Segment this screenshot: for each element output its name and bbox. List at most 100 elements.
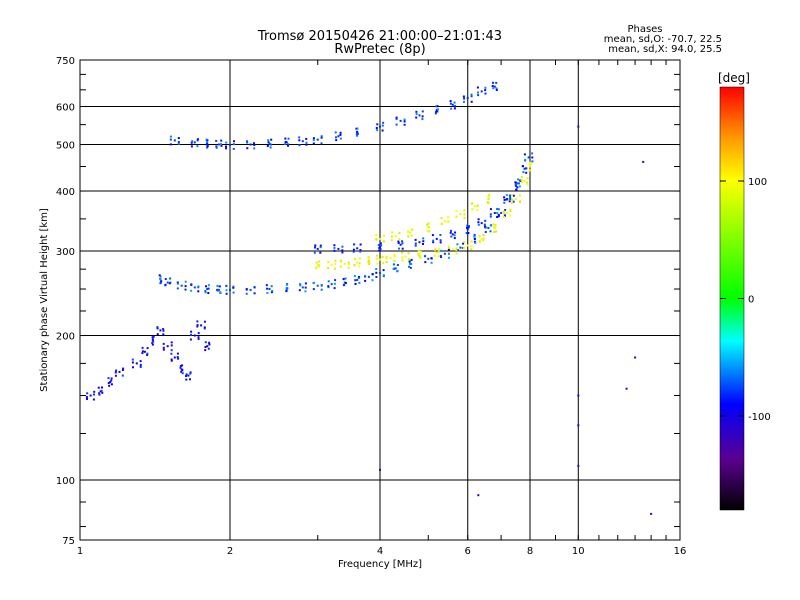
- data-point: [156, 327, 159, 330]
- data-point: [131, 361, 134, 364]
- data-point: [463, 241, 466, 243]
- data-point: [319, 246, 322, 249]
- chart-subtitle: RwPretec (8p): [334, 42, 425, 57]
- data-point: [169, 277, 172, 280]
- data-point: [266, 287, 269, 290]
- data-point: [121, 374, 124, 377]
- data-point: [89, 394, 92, 397]
- data-point: [524, 158, 527, 161]
- data-point: [267, 141, 270, 144]
- data-point: [196, 320, 199, 323]
- data-point: [315, 267, 318, 270]
- data-point: [246, 140, 248, 143]
- data-point: [347, 263, 350, 266]
- data-point: [197, 338, 200, 340]
- data-point: [107, 382, 110, 384]
- data-point: [512, 194, 515, 197]
- data-point: [407, 252, 410, 255]
- data-point: [527, 156, 530, 159]
- data-point: [448, 251, 451, 254]
- data-point: [489, 215, 492, 218]
- data-point: [333, 244, 336, 247]
- data-point: [470, 248, 473, 251]
- data-point: [422, 243, 424, 245]
- data-point: [453, 101, 456, 104]
- data-point: [215, 139, 218, 142]
- data-point: [271, 290, 274, 293]
- data-point: [415, 110, 418, 113]
- data-point: [185, 378, 188, 381]
- data-point: [577, 394, 580, 397]
- data-point: [342, 278, 345, 281]
- data-point: [526, 181, 529, 184]
- data-point: [519, 180, 522, 182]
- x-tick-label: 16: [674, 546, 687, 557]
- data-point: [385, 261, 388, 263]
- data-point: [463, 209, 466, 212]
- y-tick-label: 75: [62, 536, 75, 547]
- data-point: [394, 235, 397, 238]
- data-point: [398, 247, 400, 250]
- data-point: [301, 286, 304, 289]
- data-point: [298, 139, 301, 142]
- data-point: [440, 249, 442, 252]
- data-point: [312, 282, 315, 285]
- data-point: [455, 247, 458, 250]
- data-point: [450, 107, 453, 110]
- data-point: [435, 110, 438, 113]
- data-point: [453, 237, 456, 240]
- data-point: [141, 350, 144, 353]
- data-point: [375, 268, 378, 270]
- data-point: [440, 222, 443, 225]
- data-point: [339, 265, 342, 268]
- y-tick-label: 750: [56, 56, 75, 67]
- data-point: [451, 248, 454, 251]
- x-tick-label: 2: [227, 546, 233, 557]
- data-point: [159, 277, 162, 280]
- data-point: [447, 256, 450, 259]
- data-point: [515, 198, 517, 200]
- data-point: [493, 212, 496, 214]
- data-point: [496, 208, 499, 210]
- data-point: [305, 137, 308, 140]
- data-point: [151, 338, 154, 341]
- data-point: [406, 230, 409, 233]
- data-point: [508, 194, 511, 197]
- data-point: [514, 181, 517, 184]
- data-point: [404, 255, 407, 258]
- data-point: [181, 369, 184, 372]
- data-point: [197, 290, 200, 293]
- data-point: [206, 146, 209, 149]
- data-point: [463, 97, 466, 100]
- data-point: [266, 145, 269, 147]
- data-point: [313, 251, 316, 254]
- data-point: [180, 284, 183, 287]
- data-point: [339, 131, 342, 134]
- data-point: [197, 285, 200, 288]
- data-point: [399, 119, 402, 122]
- data-point: [496, 216, 499, 218]
- data-point: [189, 372, 192, 375]
- data-point: [446, 221, 449, 223]
- data-point: [516, 182, 519, 185]
- data-point: [219, 291, 222, 294]
- data-point: [86, 398, 88, 400]
- y-tick-label: 100: [56, 476, 75, 487]
- data-point: [520, 176, 523, 178]
- data-point: [434, 248, 437, 251]
- data-point: [382, 234, 385, 237]
- data-point: [487, 197, 490, 200]
- data-point: [522, 165, 524, 168]
- data-point: [435, 237, 438, 240]
- data-point: [477, 223, 480, 226]
- data-point: [245, 292, 248, 295]
- data-point: [205, 285, 207, 288]
- data-point: [139, 360, 142, 363]
- data-point: [320, 142, 323, 145]
- data-point: [190, 284, 193, 286]
- data-point: [110, 383, 113, 386]
- data-point: [449, 100, 452, 103]
- data-point: [443, 252, 446, 255]
- data-point: [389, 257, 392, 260]
- data-point: [525, 171, 528, 174]
